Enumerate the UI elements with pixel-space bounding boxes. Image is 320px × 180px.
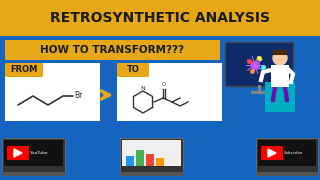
Polygon shape	[14, 149, 22, 157]
Text: Subscribe: Subscribe	[284, 151, 303, 155]
FancyBboxPatch shape	[117, 63, 222, 121]
FancyBboxPatch shape	[265, 82, 295, 112]
FancyBboxPatch shape	[2, 172, 65, 176]
Text: RETROSYNTHETIC ANALYSIS: RETROSYNTHETIC ANALYSIS	[50, 11, 270, 25]
FancyBboxPatch shape	[271, 65, 289, 87]
Text: YouTube: YouTube	[30, 151, 48, 155]
FancyBboxPatch shape	[273, 50, 287, 55]
FancyBboxPatch shape	[261, 146, 283, 160]
FancyBboxPatch shape	[136, 150, 144, 166]
Text: O: O	[162, 82, 166, 87]
Circle shape	[273, 51, 287, 65]
FancyBboxPatch shape	[5, 63, 100, 121]
Text: FROM: FROM	[10, 66, 38, 75]
FancyBboxPatch shape	[5, 63, 43, 77]
FancyBboxPatch shape	[156, 158, 164, 166]
FancyBboxPatch shape	[7, 146, 29, 160]
FancyBboxPatch shape	[258, 140, 316, 166]
FancyBboxPatch shape	[256, 138, 318, 172]
FancyBboxPatch shape	[126, 156, 134, 166]
Text: Br: Br	[74, 91, 82, 100]
Text: HOW TO TRANSFORM???: HOW TO TRANSFORM???	[40, 45, 184, 55]
FancyBboxPatch shape	[0, 0, 320, 36]
Text: TO: TO	[127, 66, 140, 75]
Polygon shape	[268, 149, 276, 157]
FancyBboxPatch shape	[4, 140, 63, 166]
FancyBboxPatch shape	[225, 42, 293, 86]
Text: N: N	[140, 87, 145, 91]
FancyBboxPatch shape	[146, 154, 154, 166]
FancyBboxPatch shape	[122, 140, 181, 166]
FancyBboxPatch shape	[5, 40, 220, 60]
FancyBboxPatch shape	[120, 138, 183, 172]
FancyBboxPatch shape	[120, 172, 183, 176]
FancyBboxPatch shape	[117, 63, 149, 77]
FancyBboxPatch shape	[256, 172, 318, 176]
FancyBboxPatch shape	[2, 138, 65, 172]
